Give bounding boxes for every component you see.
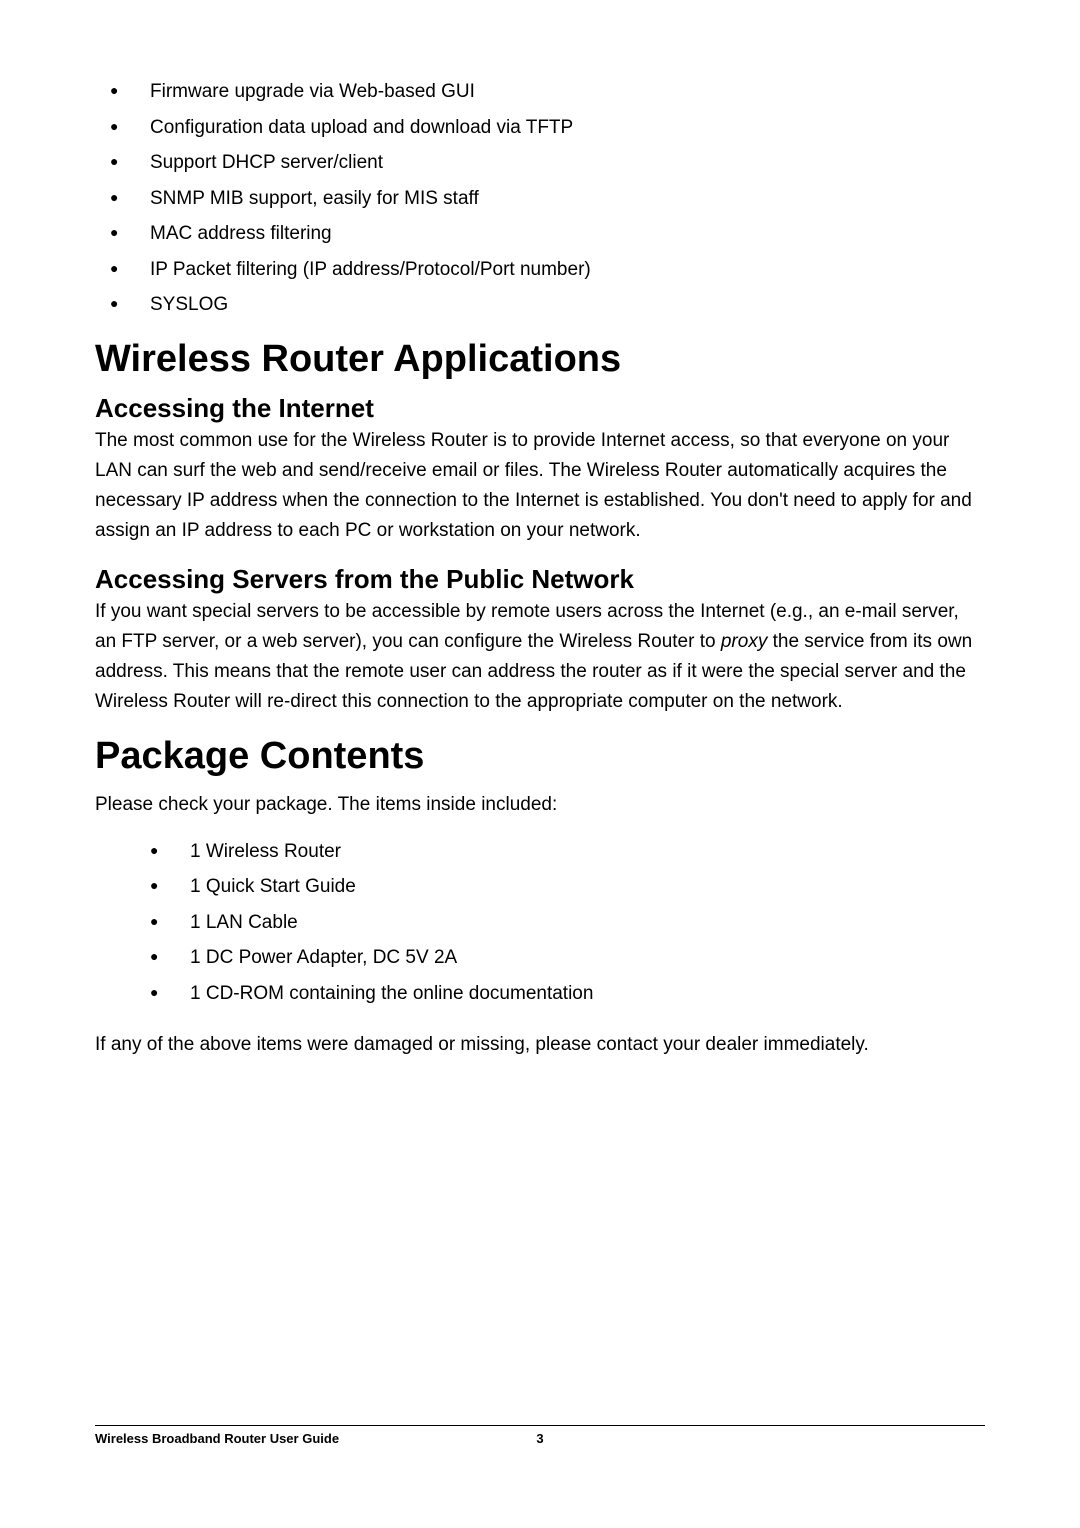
list-item: SYSLOG [110,291,985,320]
feature-list: Firmware upgrade via Web-based GUI Confi… [110,78,985,320]
text-italic: proxy [721,631,767,652]
list-item: Support DHCP server/client [110,149,985,178]
list-item: Firmware upgrade via Web-based GUI [110,78,985,107]
paragraph-internet: The most common use for the Wireless Rou… [95,426,985,546]
subsection-heading-servers: Accessing Servers from the Public Networ… [95,564,985,595]
list-item: 1 CD-ROM containing the online documenta… [150,980,985,1009]
list-item: IP Packet filtering (IP address/Protocol… [110,256,985,285]
footer-divider [95,1425,985,1426]
list-item: 1 DC Power Adapter, DC 5V 2A [150,944,985,973]
list-item: 1 LAN Cable [150,909,985,938]
footer-page-number: 3 [536,1431,543,1446]
list-item: MAC address filtering [110,220,985,249]
section-heading-applications: Wireless Router Applications [95,338,985,381]
paragraph-package-outro: If any of the above items were damaged o… [95,1030,985,1060]
list-item: 1 Quick Start Guide [150,873,985,902]
list-item: Configuration data upload and download v… [110,114,985,143]
footer-title: Wireless Broadband Router User Guide [95,1431,339,1446]
subsection-heading-internet: Accessing the Internet [95,393,985,424]
footer-text: Wireless Broadband Router User Guide 3 [95,1431,985,1446]
paragraph-package-intro: Please check your package. The items ins… [95,790,985,820]
list-item: SNMP MIB support, easily for MIS staff [110,185,985,214]
footer: Wireless Broadband Router User Guide 3 [95,1425,985,1446]
section-heading-package: Package Contents [95,735,985,778]
package-list: 1 Wireless Router 1 Quick Start Guide 1 … [150,838,985,1009]
paragraph-servers: If you want special servers to be access… [95,597,985,717]
list-item: 1 Wireless Router [150,838,985,867]
